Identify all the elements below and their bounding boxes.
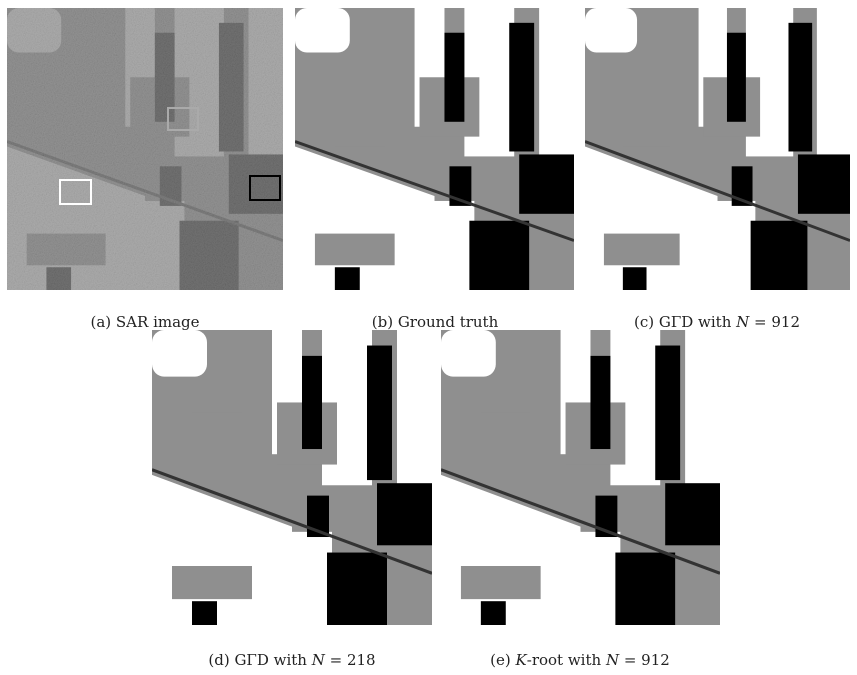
caption-part: K xyxy=(515,651,528,669)
caption-part: (e) xyxy=(490,651,515,669)
caption-part: = 218 xyxy=(325,651,376,669)
caption: (d) GΓD with N = 218 xyxy=(208,651,375,669)
caption-part: (a) SAR image xyxy=(90,313,199,331)
caption-part: N xyxy=(605,651,620,669)
caption: (a) SAR image xyxy=(90,313,199,331)
segmentation-e xyxy=(441,330,720,625)
segmentation-c xyxy=(585,8,850,290)
caption-part: N xyxy=(311,651,326,669)
caption-part: (c) GΓD with xyxy=(634,313,736,331)
caption-part: -root with xyxy=(527,651,606,669)
caption: (c) GΓD with N = 912 xyxy=(634,313,800,331)
caption-part: (d) GΓD with xyxy=(208,651,311,669)
panel-a xyxy=(7,8,283,290)
segmentation-d xyxy=(152,330,432,625)
caption-part: = 912 xyxy=(749,313,800,331)
figure: (a) SAR image (b) Ground truth (c) GΓD w… xyxy=(0,0,857,675)
caption-part: (b) Ground truth xyxy=(372,313,499,331)
caption: (b) Ground truth xyxy=(372,313,499,331)
caption-part: = 912 xyxy=(619,651,670,669)
caption-part: N xyxy=(735,313,750,331)
speckle xyxy=(7,8,283,290)
caption: (e) K-root with N = 912 xyxy=(490,651,670,669)
ground-truth xyxy=(295,8,574,290)
